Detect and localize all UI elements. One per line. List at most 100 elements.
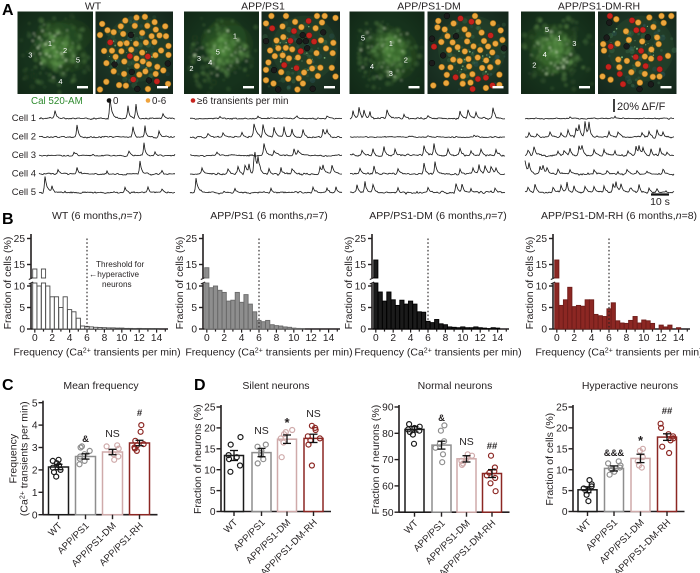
- svg-text:5: 5: [216, 47, 220, 56]
- svg-text:0: 0: [562, 507, 568, 518]
- svg-text:APP/PS1: APP/PS1: [241, 1, 285, 13]
- svg-text:8: 8: [102, 333, 108, 344]
- svg-text:4: 4: [208, 58, 212, 67]
- svg-text:Fraction of cells (%): Fraction of cells (%): [343, 237, 355, 330]
- svg-text:0: 0: [541, 325, 547, 336]
- svg-text:20: 20: [204, 424, 216, 435]
- svg-text:Hyperactive neurons: Hyperactive neurons: [582, 380, 678, 392]
- svg-text:WT: WT: [85, 1, 102, 13]
- svg-text:Cell 4: Cell 4: [12, 169, 36, 180]
- svg-text:←hyperactive: ←hyperactive: [89, 270, 140, 279]
- svg-text:Fraction of cells (%): Fraction of cells (%): [544, 413, 556, 506]
- svg-text:8: 8: [443, 333, 449, 344]
- svg-text:(Ca2+ transients per min): (Ca2+ transients per min): [19, 401, 31, 516]
- svg-text:4: 4: [67, 333, 73, 344]
- svg-text:1: 1: [32, 488, 38, 499]
- svg-text:1: 1: [48, 39, 52, 48]
- svg-text:Cal 520-AM: Cal 520-AM: [31, 96, 83, 107]
- svg-text:5: 5: [360, 303, 366, 314]
- svg-text:20: 20: [556, 424, 568, 435]
- svg-text:##: ##: [662, 406, 673, 417]
- svg-text:0: 0: [554, 333, 560, 344]
- svg-text:NS: NS: [254, 425, 269, 437]
- svg-text:25: 25: [536, 234, 548, 245]
- svg-text:B: B: [2, 211, 14, 228]
- svg-text:2: 2: [221, 333, 227, 344]
- svg-text:&: &: [438, 413, 445, 424]
- svg-text:14: 14: [323, 333, 335, 344]
- svg-text:10: 10: [116, 333, 128, 344]
- svg-text:Frequency (Ca2+ transients per: Frequency (Ca2+ transients per min): [354, 347, 521, 359]
- svg-text:Fraction of neurons (%): Fraction of neurons (%): [370, 405, 382, 515]
- svg-text:10: 10: [536, 282, 548, 293]
- svg-text:2: 2: [32, 466, 38, 477]
- svg-text:Normal neurons: Normal neurons: [418, 380, 493, 392]
- svg-text:10: 10: [556, 465, 568, 476]
- svg-text:D: D: [194, 377, 206, 394]
- svg-text:10: 10: [14, 282, 26, 293]
- svg-text:0: 0: [32, 510, 38, 521]
- svg-text:4: 4: [58, 77, 62, 86]
- svg-text:70: 70: [382, 455, 394, 466]
- svg-text:Cell 1: Cell 1: [12, 113, 36, 124]
- svg-text:0: 0: [113, 96, 119, 107]
- svg-text:3: 3: [28, 51, 32, 60]
- svg-text:12: 12: [475, 333, 487, 344]
- svg-text:15: 15: [556, 444, 568, 455]
- svg-text:APP/PS1-DM: APP/PS1-DM: [397, 1, 461, 13]
- svg-text:Fraction of cells (%): Fraction of cells (%): [174, 237, 186, 330]
- svg-text:80: 80: [382, 429, 394, 440]
- svg-text:6: 6: [84, 333, 90, 344]
- svg-text:10: 10: [457, 333, 469, 344]
- svg-text:0: 0: [19, 325, 25, 336]
- svg-text:60: 60: [382, 482, 394, 493]
- svg-text:WT: WT: [222, 517, 240, 535]
- svg-text:A: A: [2, 2, 14, 19]
- svg-text:&: &: [82, 434, 89, 445]
- svg-text:8: 8: [274, 333, 280, 344]
- svg-text:10: 10: [186, 282, 198, 293]
- svg-text:WT: WT: [402, 518, 420, 536]
- svg-text:15: 15: [186, 260, 198, 271]
- svg-text:WT: WT: [46, 520, 64, 538]
- svg-text:#: #: [137, 408, 143, 419]
- svg-text:1: 1: [233, 32, 237, 41]
- svg-text:5: 5: [191, 303, 197, 314]
- svg-text:*: *: [638, 433, 644, 448]
- svg-text:14: 14: [673, 333, 685, 344]
- svg-text:APP/PS1-DM (6 months,n=7): APP/PS1-DM (6 months,n=7): [369, 210, 506, 222]
- svg-text:10 s: 10 s: [650, 196, 670, 208]
- svg-text:Mean frequency: Mean frequency: [63, 380, 139, 392]
- svg-text:≥6 transients per min: ≥6 transients per min: [197, 96, 288, 107]
- svg-text:0: 0: [210, 507, 216, 518]
- svg-text:2: 2: [49, 333, 55, 344]
- svg-text:0: 0: [32, 333, 38, 344]
- svg-text:1: 1: [389, 39, 393, 48]
- svg-text:50: 50: [382, 508, 394, 519]
- svg-text:25: 25: [556, 403, 568, 414]
- svg-text:*: *: [284, 415, 290, 430]
- svg-text:Threshold for: Threshold for: [96, 260, 145, 269]
- svg-text:WT: WT: [575, 517, 593, 535]
- svg-text:15: 15: [14, 260, 26, 271]
- svg-text:15: 15: [355, 260, 367, 271]
- svg-text:15: 15: [204, 444, 216, 455]
- svg-text:2: 2: [404, 56, 408, 65]
- svg-text:4: 4: [589, 333, 595, 344]
- svg-text:6: 6: [606, 333, 612, 344]
- svg-text:3: 3: [197, 54, 201, 63]
- svg-text:5: 5: [545, 25, 549, 34]
- svg-text:Fraction of neurons (%): Fraction of neurons (%): [192, 404, 204, 514]
- svg-text:5: 5: [210, 486, 216, 497]
- svg-text:Frequency (Ca2+ transients per: Frequency (Ca2+ transients per min): [185, 347, 352, 359]
- svg-text:5: 5: [76, 56, 80, 65]
- svg-text:1: 1: [557, 33, 561, 42]
- svg-text:2: 2: [390, 333, 396, 344]
- svg-text:6: 6: [256, 333, 262, 344]
- svg-text:14: 14: [492, 333, 504, 344]
- svg-text:0: 0: [360, 325, 366, 336]
- svg-text:4: 4: [408, 333, 414, 344]
- svg-text:8: 8: [624, 333, 630, 344]
- svg-text:25: 25: [186, 234, 198, 245]
- svg-text:5: 5: [562, 486, 568, 497]
